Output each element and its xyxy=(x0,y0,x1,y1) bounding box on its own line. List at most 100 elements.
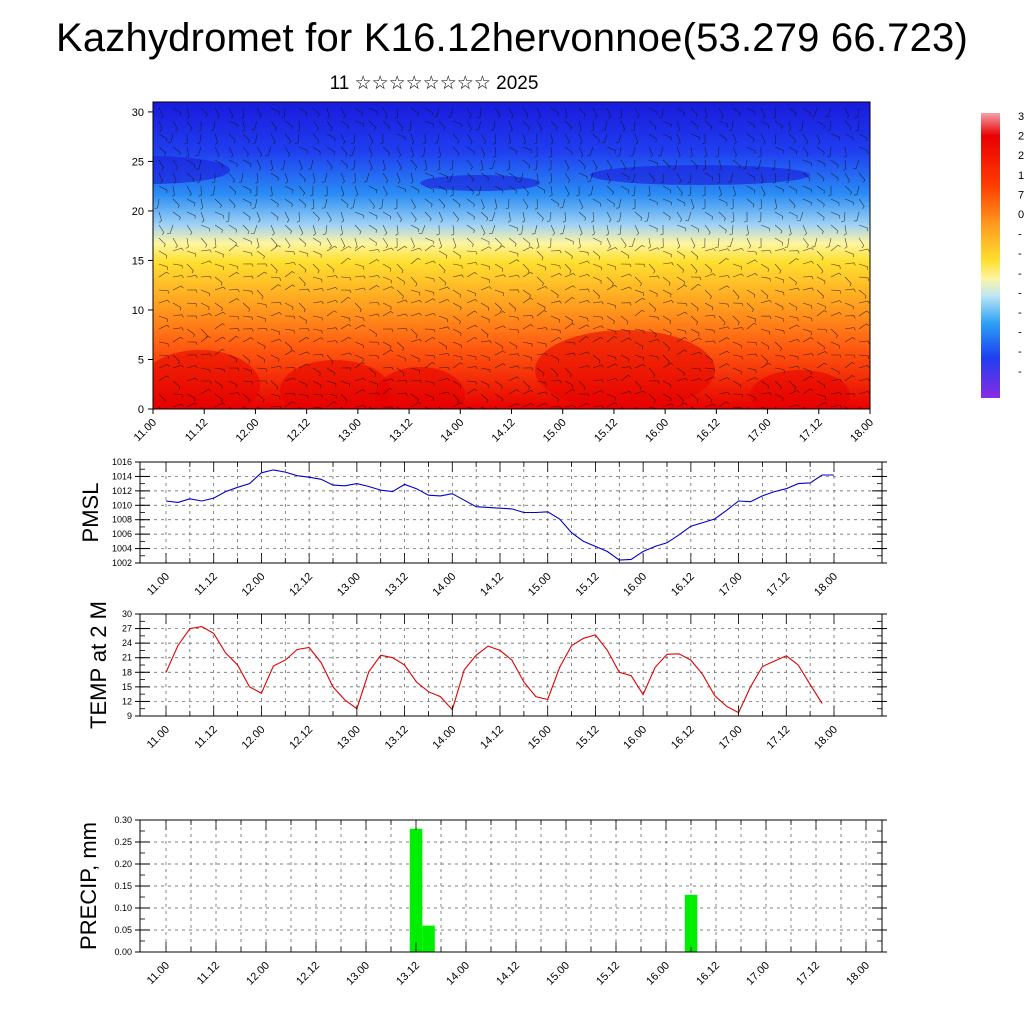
wind-barb xyxy=(620,337,632,343)
wind-barb xyxy=(424,107,433,116)
wind-barb xyxy=(228,224,237,233)
wind-barb xyxy=(410,247,422,252)
wind-barb xyxy=(424,211,432,222)
wind-barb xyxy=(382,341,392,350)
wind-barb xyxy=(788,354,799,360)
wind-barb xyxy=(620,273,632,278)
wind-barb xyxy=(340,107,346,119)
wind-barb xyxy=(718,285,730,291)
wind-barb xyxy=(732,146,737,158)
wind-barb xyxy=(256,289,264,300)
wind-barb xyxy=(228,271,240,278)
wind-barb xyxy=(702,199,706,210)
wind-barb xyxy=(536,276,544,287)
wind-barb xyxy=(844,262,856,266)
wind-barb xyxy=(312,172,316,184)
wind-barb xyxy=(312,367,321,377)
precip-x-tick-label: 12.00 xyxy=(244,960,272,988)
wind-barb xyxy=(326,327,338,331)
wind-barb xyxy=(228,185,237,195)
wind-barb xyxy=(480,211,489,222)
wind-barb xyxy=(578,380,586,391)
wind-barb xyxy=(760,362,772,369)
wind-barb xyxy=(214,159,224,168)
wind-barb xyxy=(858,146,868,154)
wind-barb xyxy=(830,133,840,141)
wind-barb xyxy=(508,146,518,155)
wind-barb xyxy=(312,276,323,283)
wind-barb xyxy=(662,250,672,258)
temp-2m-x-tick-label: 17.12 xyxy=(764,724,792,752)
wind-barb xyxy=(452,198,461,208)
wind-barb xyxy=(578,402,590,408)
wind-barb xyxy=(746,133,755,143)
wind-barb xyxy=(452,289,461,298)
wind-barb xyxy=(718,302,729,308)
wind-barb xyxy=(200,249,212,253)
wind-barb xyxy=(407,120,412,132)
wind-barb xyxy=(631,159,636,170)
wind-barb xyxy=(704,340,716,344)
wind-barb xyxy=(634,341,644,350)
wind-barb xyxy=(632,198,636,210)
wind-barb xyxy=(172,393,184,398)
wind-barb xyxy=(760,380,769,389)
wind-barb xyxy=(718,337,730,343)
wind-barb xyxy=(536,353,548,357)
wind-barb xyxy=(647,185,651,197)
wind-barb xyxy=(559,224,566,235)
wind-barb xyxy=(368,285,380,291)
wind-barb xyxy=(466,336,478,343)
wind-barb xyxy=(830,211,840,219)
heatmap-warm-core xyxy=(535,330,715,409)
wind-barb xyxy=(816,224,824,235)
wind-barb xyxy=(564,297,575,304)
wind-barb xyxy=(536,107,542,119)
wind-barb xyxy=(616,146,622,157)
wind-barb xyxy=(228,392,240,396)
wind-barb xyxy=(732,393,744,398)
wind-barb xyxy=(788,258,799,265)
wind-barb xyxy=(816,185,825,194)
wind-barb xyxy=(200,211,205,223)
wind-barb xyxy=(704,273,716,278)
wind-barb xyxy=(351,133,356,145)
precip-y-axis-title: PRECIP, mm xyxy=(76,822,101,950)
wind-barb xyxy=(296,120,301,132)
wind-barb xyxy=(321,198,328,209)
wind-barb xyxy=(802,133,808,145)
wind-barb xyxy=(785,172,790,184)
wind-barb xyxy=(508,274,520,278)
wind-barb xyxy=(550,224,556,236)
wind-barb xyxy=(195,146,202,157)
wind-barb xyxy=(536,250,544,261)
wind-barb xyxy=(214,380,223,390)
wind-barb xyxy=(816,393,826,401)
wind-barb xyxy=(200,302,210,311)
wind-barb xyxy=(382,328,394,333)
wind-barb xyxy=(687,185,692,197)
wind-barb xyxy=(662,262,674,266)
wind-barb xyxy=(508,376,520,382)
precip-y-tick-label: 0.25 xyxy=(114,837,132,847)
wind-barb xyxy=(424,276,435,282)
wind-barb xyxy=(844,198,854,206)
wind-barb xyxy=(602,120,608,131)
wind-barb xyxy=(774,380,782,391)
wind-barb xyxy=(746,172,756,181)
pmsl-x-tick-label: 12.12 xyxy=(287,571,315,599)
wind-barb xyxy=(214,323,225,330)
wind-barb xyxy=(620,366,632,370)
wind-barb xyxy=(648,328,657,338)
wind-barb xyxy=(312,250,322,258)
wind-barb xyxy=(200,313,212,317)
wind-barb xyxy=(578,146,584,158)
wind-barb xyxy=(676,302,688,307)
wind-barb xyxy=(480,328,489,338)
wind-barb xyxy=(797,211,804,221)
wind-barb xyxy=(802,353,814,357)
temp-2m-y-axis: 9 12 15 18 21 24 27 30 xyxy=(122,609,887,721)
wind-barb xyxy=(340,245,352,252)
wind-barb xyxy=(354,185,359,197)
